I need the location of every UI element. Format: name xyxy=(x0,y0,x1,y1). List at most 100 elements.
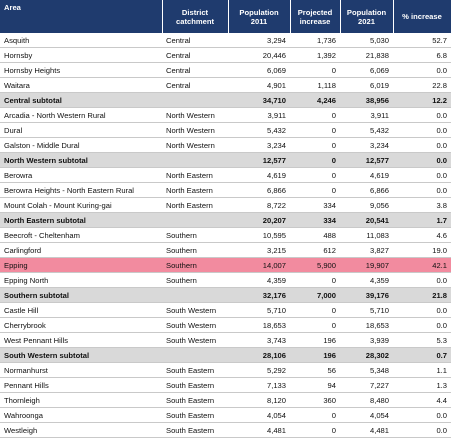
cell: 0.0 xyxy=(393,302,451,318)
cell: South Eastern xyxy=(162,422,228,438)
cell: 56 xyxy=(290,362,340,378)
table-row: Carlingford Southern 3,215 612 3,827 19.0 xyxy=(0,242,451,258)
cell: 1.3 xyxy=(393,377,451,393)
cell: 0.0 xyxy=(393,182,451,198)
table-row: Wahroonga South Eastern 4,054 0 4,054 0.0 xyxy=(0,407,451,423)
table-row: Hornsby Central 20,446 1,392 21,838 6.8 xyxy=(0,47,451,63)
cell: 3,939 xyxy=(340,332,393,348)
cell: 7,133 xyxy=(228,377,290,393)
cell: Epping North xyxy=(0,272,162,288)
cell xyxy=(162,152,228,168)
cell: North Western xyxy=(162,122,228,138)
cell: Hornsby Heights xyxy=(0,62,162,78)
cell: 488 xyxy=(290,227,340,243)
cell: Berowra Heights - North Eastern Rural xyxy=(0,182,162,198)
cell: 0.0 xyxy=(393,62,451,78)
cell: 5,710 xyxy=(228,302,290,318)
cell: 3,911 xyxy=(228,107,290,123)
cell: Cherrybrook xyxy=(0,317,162,333)
cell: 0 xyxy=(290,407,340,423)
cell: 6,069 xyxy=(228,62,290,78)
cell: North Western xyxy=(162,107,228,123)
cell: South Eastern xyxy=(162,362,228,378)
cell: 5,432 xyxy=(228,122,290,138)
cell: Beecroft - Cheltenham xyxy=(0,227,162,243)
cell: 1.1 xyxy=(393,362,451,378)
cell: 11,083 xyxy=(340,227,393,243)
column-header: Population 2021 xyxy=(340,0,394,33)
cell: 334 xyxy=(290,212,340,228)
cell: 4,901 xyxy=(228,77,290,93)
cell: 0 xyxy=(290,422,340,438)
cell: North Eastern xyxy=(162,167,228,183)
cell: 5,292 xyxy=(228,362,290,378)
cell: South Eastern xyxy=(162,377,228,393)
cell: 32,176 xyxy=(228,287,290,303)
cell: Galston - Middle Dural xyxy=(0,137,162,153)
cell: 39,176 xyxy=(340,287,393,303)
cell: West Pennant Hills xyxy=(0,332,162,348)
cell: 4.4 xyxy=(393,392,451,408)
cell xyxy=(162,212,228,228)
cell: 6,019 xyxy=(340,77,393,93)
cell xyxy=(162,287,228,303)
cell: 0.0 xyxy=(393,407,451,423)
cell: 7,227 xyxy=(340,377,393,393)
cell: 18,653 xyxy=(340,317,393,333)
table-row: Galston - Middle Dural North Western 3,234… xyxy=(0,137,451,153)
cell: 0 xyxy=(290,62,340,78)
header-row: Area District catchment Population 2011 Pro… xyxy=(0,0,451,33)
cell: 12,577 xyxy=(228,152,290,168)
cell: 334 xyxy=(290,197,340,213)
cell: 5,432 xyxy=(340,122,393,138)
cell: 0 xyxy=(290,182,340,198)
cell: Waitara xyxy=(0,77,162,93)
table-row: Westleigh South Eastern 4,481 0 4,481 0.0 xyxy=(0,422,451,438)
cell: Pennant Hills xyxy=(0,377,162,393)
cell: 4,359 xyxy=(340,272,393,288)
cell: Hornsby xyxy=(0,47,162,63)
table-row: Castle Hill South Western 5,710 0 5,710 0.0 xyxy=(0,302,451,318)
cell: 4,481 xyxy=(340,422,393,438)
column-header: District catchment xyxy=(162,0,229,33)
cell: 0 xyxy=(290,317,340,333)
cell: 6,866 xyxy=(340,182,393,198)
cell: North Eastern xyxy=(162,182,228,198)
cell: Westleigh xyxy=(0,422,162,438)
cell: Normanhurst xyxy=(0,362,162,378)
cell: Central xyxy=(162,77,228,93)
cell: 5,348 xyxy=(340,362,393,378)
cell: 0 xyxy=(290,122,340,138)
table-body: Asquith Central 3,294 1,736 5,030 52.7 Hornsby… xyxy=(0,33,451,438)
cell: Southern subtotal xyxy=(0,287,162,303)
table-row: Thornleigh South Eastern 8,120 360 8,480 4.4 xyxy=(0,392,451,408)
cell: Southern xyxy=(162,272,228,288)
table-row: West Pennant Hills South Western 3,743 196 3… xyxy=(0,332,451,348)
cell: Castle Hill xyxy=(0,302,162,318)
cell: 3,234 xyxy=(228,137,290,153)
cell: Dural xyxy=(0,122,162,138)
cell: Arcadia - North Western Rural xyxy=(0,107,162,123)
cell: 360 xyxy=(290,392,340,408)
cell: 12,577 xyxy=(340,152,393,168)
cell: South Eastern xyxy=(162,407,228,423)
cell: 6,069 xyxy=(340,62,393,78)
cell: 10,595 xyxy=(228,227,290,243)
cell: Mount Colah - Mount Kuring-gai xyxy=(0,197,162,213)
cell xyxy=(162,347,228,363)
cell: South Western subtotal xyxy=(0,347,162,363)
cell: Thornleigh xyxy=(0,392,162,408)
cell: 0 xyxy=(290,152,340,168)
cell: 612 xyxy=(290,242,340,258)
table-row: Normanhurst South Eastern 5,292 56 5,348 1.1 xyxy=(0,362,451,378)
cell: 94 xyxy=(290,377,340,393)
cell: 4,054 xyxy=(340,407,393,423)
cell: Central subtotal xyxy=(0,92,162,108)
cell: North Western xyxy=(162,137,228,153)
cell: Southern xyxy=(162,227,228,243)
cell: Asquith xyxy=(0,33,162,48)
cell: South Western xyxy=(162,332,228,348)
cell: 21,838 xyxy=(340,47,393,63)
